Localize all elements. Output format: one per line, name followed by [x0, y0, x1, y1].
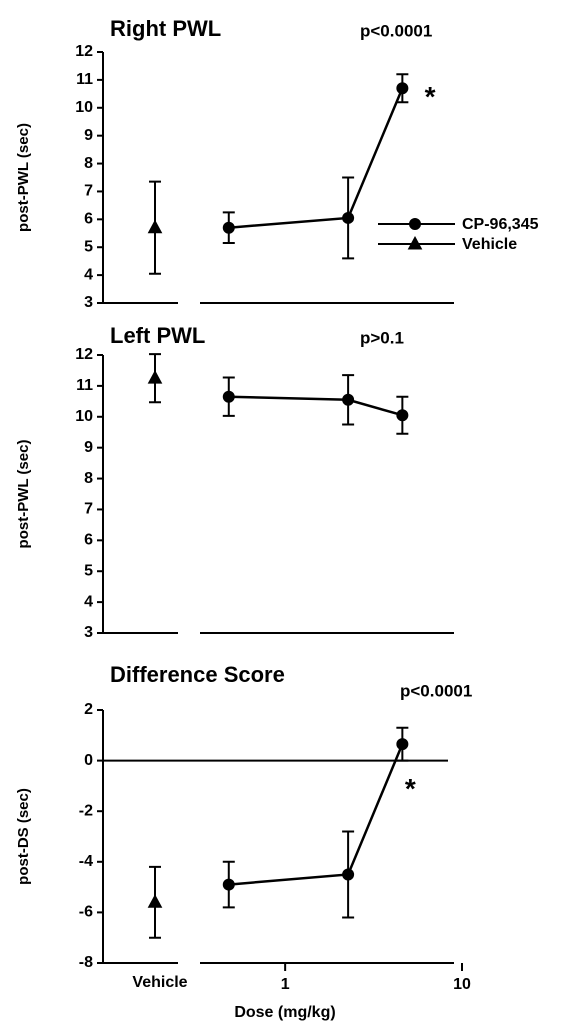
y-tick-label: 6: [84, 532, 93, 549]
panel-title: Right PWL: [110, 16, 221, 41]
y-tick-label: -6: [79, 904, 93, 921]
y-axis-label: post-PWL (sec): [15, 440, 32, 549]
y-tick-label: 9: [84, 127, 93, 144]
y-tick-label: 4: [84, 266, 93, 283]
y-tick-label: 5: [84, 562, 93, 579]
y-tick-label: 10: [75, 408, 93, 425]
y-tick-label: 7: [84, 183, 93, 200]
data-line: [228, 395, 403, 417]
marker: [396, 409, 409, 422]
y-tick-label: 0: [84, 752, 93, 769]
legend-label: CP-96,345: [462, 216, 539, 233]
y-tick-label: 12: [75, 346, 93, 363]
y-tick-label: 8: [84, 155, 93, 172]
legend-marker: [409, 218, 421, 230]
y-tick-label: 2: [84, 701, 93, 718]
marker: [342, 211, 355, 224]
y-tick-label: 3: [84, 624, 93, 641]
annotation: *: [405, 773, 416, 804]
y-tick-label: 5: [84, 238, 93, 255]
y-tick-label: 4: [84, 593, 93, 610]
marker: [342, 393, 355, 406]
y-tick-label: 11: [76, 377, 93, 394]
panel-title: Left PWL: [110, 323, 205, 348]
y-tick-label: 11: [76, 71, 93, 88]
y-tick-label: 12: [75, 43, 93, 60]
y-tick-label: 8: [84, 470, 93, 487]
data-line: [228, 87, 404, 229]
y-tick-label: 9: [84, 439, 93, 456]
y-tick-label: 6: [84, 211, 93, 228]
marker: [147, 894, 163, 908]
marker: [342, 868, 355, 881]
x-tick-label: 10: [453, 976, 471, 993]
p-value: p<0.0001: [360, 21, 432, 40]
y-axis-label: post-PWL (sec): [15, 123, 32, 232]
marker: [147, 219, 163, 234]
marker: [147, 370, 163, 384]
y-tick-label: 3: [84, 294, 93, 311]
annotation: *: [425, 81, 436, 112]
y-tick-label: -4: [79, 853, 93, 870]
p-value: p<0.0001: [400, 681, 472, 700]
y-axis-label: post-DS (sec): [15, 788, 32, 885]
marker: [222, 390, 235, 403]
y-tick-label: -2: [79, 802, 93, 819]
marker: [396, 738, 409, 751]
marker: [222, 878, 235, 891]
y-tick-label: 7: [84, 501, 93, 518]
data-line: [228, 743, 404, 886]
legend-marker: [407, 235, 423, 250]
x-tick-label: 1: [281, 976, 290, 993]
y-tick-label: -8: [79, 954, 93, 971]
marker: [396, 82, 409, 95]
y-tick-label: 10: [75, 99, 93, 116]
panel-title: Difference Score: [110, 662, 285, 687]
legend-label: Vehicle: [462, 236, 517, 253]
vehicle-label: Vehicle: [132, 974, 187, 991]
marker: [222, 221, 235, 234]
p-value: p>0.1: [360, 328, 404, 347]
x-axis-label: Dose (mg/kg): [234, 1004, 335, 1021]
